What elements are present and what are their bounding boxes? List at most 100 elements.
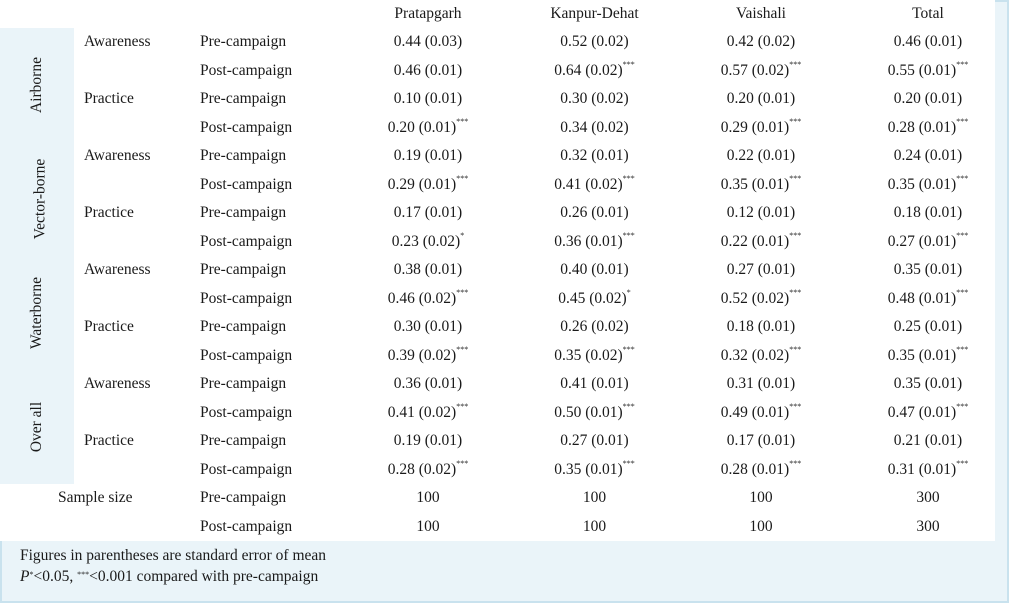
significance-marker: *** (956, 287, 969, 297)
data-cell: 0.19 (0.01) (328, 142, 528, 171)
cell-value: 0.22 (0.01) (720, 232, 790, 250)
phase-label: Pre-campaign (200, 370, 328, 399)
significance-marker: *** (789, 59, 802, 69)
note-sup-triple: *** (77, 570, 90, 579)
header-blank (74, 0, 200, 28)
phase-label: Post-campaign (200, 227, 328, 256)
cell-value: 0.50 (0.01) (554, 403, 623, 421)
subgroup-label: Practice (74, 199, 200, 256)
phase-label: Post-campaign (200, 113, 328, 142)
cell-value: 0.46 (0.01) (893, 33, 963, 51)
subgroup-label: Practice (74, 85, 200, 142)
cell-value: 0.40 (0.01) (560, 261, 629, 279)
group-label-text: Over all (27, 401, 45, 453)
table-row: Vector-borne Awareness Pre-campaign 0.19 (0… (0, 142, 995, 256)
data-cell: 0.23 (0.02)* (328, 227, 528, 256)
data-cell: 0.47 (0.01)*** (861, 398, 995, 427)
sample-row: Sample size Pre-campaign 100 100 100 300 (0, 484, 995, 541)
cell-value: 0.21 (0.01) (893, 432, 963, 450)
phase-label: Pre-campaign (200, 256, 328, 285)
data-cell: 0.22 (0.01) (661, 142, 861, 171)
data-cell: 0.10 (0.01) (328, 85, 528, 114)
group-label: Over all (0, 370, 74, 484)
header-blank (200, 0, 328, 28)
data-cell: 100 (528, 484, 661, 513)
cell-value: 0.28 (0.01) (720, 460, 790, 478)
significance-marker: *** (789, 401, 802, 411)
data-cell: 0.26 (0.01) (528, 199, 661, 228)
data-cell: 0.31 (0.01) (661, 370, 861, 399)
data-cell: 0.27 (0.01) (661, 256, 861, 285)
note-significance: P*<0.05, ***<0.001 compared with pre-cam… (20, 566, 326, 587)
cell-value: 0.32 (0.01) (560, 147, 629, 165)
data-cell: 0.17 (0.01) (661, 427, 861, 456)
cell-value: 0.19 (0.01) (393, 147, 463, 165)
cell-value: 0.35 (0.02) (554, 346, 623, 364)
data-cell: 0.20 (0.01) (661, 85, 861, 114)
note-standard-error: Figures in parentheses are standard erro… (20, 547, 327, 564)
table-row: Post-campaign 0.46 (0.01) 0.64 (0.02)*** 0.… (0, 56, 995, 85)
cell-value: 0.10 (0.01) (393, 90, 463, 108)
data-cell: 0.46 (0.01) (861, 28, 995, 57)
phase-label: Pre-campaign (200, 199, 328, 228)
cell-value: 0.12 (0.01) (726, 204, 796, 222)
data-cell: 0.55 (0.01)*** (861, 56, 995, 85)
data-cell: 0.41 (0.01) (528, 370, 661, 399)
significance-marker: *** (456, 287, 469, 297)
phase-label: Pre-campaign (200, 142, 328, 171)
note-p: P (20, 568, 30, 585)
header-row: Pratapgarh Kanpur-Dehat Vaishali Total (0, 0, 995, 28)
data-cell: 0.52 (0.02)*** (661, 284, 861, 313)
data-cell: 0.28 (0.01)*** (861, 113, 995, 142)
table-row: Waterborne Awareness Pre-campaign 0.38 (0.0… (0, 256, 995, 370)
data-cell: 300 (861, 512, 995, 541)
data-cell: 0.35 (0.01)*** (861, 341, 995, 370)
cell-value: 0.26 (0.02) (560, 318, 629, 336)
data-cell: 0.35 (0.01)*** (861, 170, 995, 199)
cell-value: 0.17 (0.01) (726, 432, 796, 450)
cell-value: 0.34 (0.02) (560, 118, 629, 136)
data-cell: 0.39 (0.02)*** (328, 341, 528, 370)
data-cell: 100 (328, 484, 528, 513)
cell-value: 0.41 (0.01) (560, 375, 629, 393)
phase-label: Post-campaign (200, 512, 328, 541)
data-cell: 0.34 (0.02) (528, 113, 661, 142)
subgroup-label: Awareness (74, 142, 200, 199)
significance-marker: *** (956, 458, 969, 468)
cell-value: 0.28 (0.02) (387, 460, 457, 478)
significance-marker: *** (622, 344, 635, 354)
significance-marker: *** (456, 401, 469, 411)
cell-value: 0.35 (0.01) (893, 375, 963, 393)
significance-marker: *** (789, 230, 802, 240)
significance-marker: *** (456, 344, 469, 354)
data-cell: 100 (661, 484, 861, 513)
data-cell: 0.28 (0.02)*** (328, 455, 528, 484)
table-row: Practice Pre-campaign 0.30 (0.01) 0.26 (0.0… (0, 313, 995, 370)
cell-value: 0.45 (0.02) (558, 289, 627, 307)
data-cell: 0.17 (0.01) (328, 199, 528, 228)
data-cell: 0.18 (0.01) (661, 313, 861, 342)
note-end: <0.001 compared with pre-campaign (89, 568, 319, 585)
data-cell: 0.41 (0.02)*** (528, 170, 661, 199)
data-cell: 0.30 (0.01) (328, 313, 528, 342)
note-sup-single: * (29, 570, 34, 579)
cell-value: 0.38 (0.01) (393, 261, 463, 279)
phase-label: Pre-campaign (200, 427, 328, 456)
data-cell: 0.35 (0.01)*** (661, 170, 861, 199)
data-cell: 0.29 (0.01)*** (328, 170, 528, 199)
subgroup-label: Awareness (74, 370, 200, 427)
cell-value: 0.28 (0.01) (887, 118, 957, 136)
data-cell: 0.57 (0.02)*** (661, 56, 861, 85)
cell-value: 0.27 (0.01) (560, 432, 629, 450)
cell-value: 0.55 (0.01) (887, 61, 957, 79)
significance-marker: *** (622, 458, 635, 468)
significance-marker: * (626, 287, 631, 297)
significance-marker: *** (956, 59, 969, 69)
data-cell: 0.35 (0.01)*** (528, 455, 661, 484)
header-blank (0, 0, 74, 28)
cell-value: 0.48 (0.01) (887, 289, 957, 307)
group-label: Vector-borne (0, 142, 74, 256)
cell-value: 0.35 (0.01) (720, 175, 790, 193)
group-label: Airborne (0, 28, 74, 142)
sample-size-label: Sample size (0, 484, 200, 541)
